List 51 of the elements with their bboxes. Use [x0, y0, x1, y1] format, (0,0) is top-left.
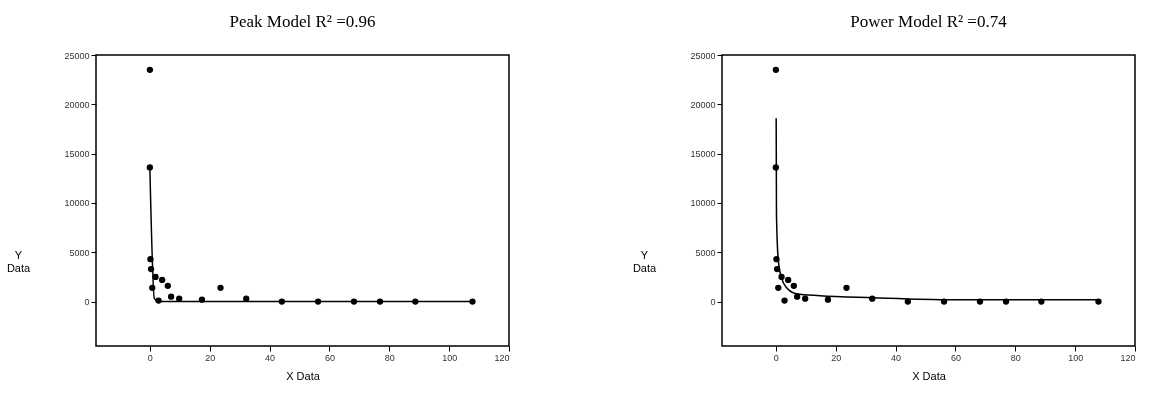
x-tick-label: 20	[831, 352, 842, 363]
x-tick-label: 120	[494, 352, 510, 363]
x-tick-label: 80	[384, 352, 395, 363]
point	[802, 295, 809, 302]
point	[793, 293, 801, 300]
point	[243, 295, 250, 302]
x-tick-label: 80	[1010, 352, 1021, 363]
y-tick-label: 10000	[64, 198, 90, 209]
point	[167, 293, 175, 300]
x-tick-label: 40	[265, 352, 276, 363]
y-tick-label: 25000	[64, 50, 90, 61]
y-tick-label: 15000	[64, 149, 90, 160]
point	[784, 276, 792, 284]
y-axis-title: Y Data	[632, 248, 657, 274]
y-tick-label: 20000	[64, 99, 90, 110]
x-tick-label: 120	[1120, 352, 1136, 363]
point	[843, 284, 850, 291]
x-tick-label: 0	[773, 352, 779, 363]
point	[176, 295, 183, 302]
point	[164, 282, 171, 289]
x-tick-label: 100	[1068, 352, 1084, 363]
point	[146, 66, 154, 73]
x-axis-title: X Data	[912, 369, 947, 382]
point	[772, 66, 780, 73]
point	[1095, 298, 1102, 305]
x-tick-label: 0	[147, 352, 153, 363]
x-tick-label: 100	[442, 352, 458, 363]
point	[217, 284, 224, 291]
y-tick-label: 10000	[690, 198, 716, 209]
y-tick-label: 20000	[690, 99, 716, 110]
point	[790, 282, 797, 289]
x-tick-label: 60	[324, 352, 335, 363]
chart-title: Power Model R² =0.74	[850, 12, 1008, 31]
y-tick-label: 5000	[69, 247, 90, 258]
x-tick-label: 20	[205, 352, 216, 363]
point	[775, 284, 782, 291]
y-tick-label: 25000	[690, 50, 716, 61]
point	[469, 298, 476, 305]
chart-title: Peak Model R² =0.96	[229, 12, 376, 31]
y-tick-label: 15000	[690, 149, 716, 160]
y-tick-label: 5000	[695, 247, 716, 258]
point	[940, 298, 948, 305]
x-tick-label: 60	[950, 352, 961, 363]
x-tick-label: 40	[891, 352, 902, 363]
y-tick-label: 0	[84, 297, 90, 308]
x-axis-title: X Data	[286, 369, 321, 382]
point	[781, 297, 788, 304]
point	[824, 296, 832, 303]
y-axis-title: Y Data	[6, 248, 31, 274]
y-tick-label: 0	[710, 297, 716, 308]
point	[158, 276, 166, 284]
